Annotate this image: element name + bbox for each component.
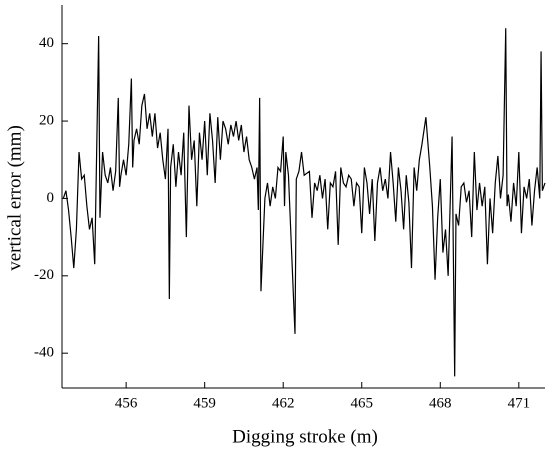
y-tick-label: 40 — [39, 35, 54, 51]
y-axis-label: vertical error (mm) — [4, 125, 25, 271]
x-tick-label: 462 — [272, 395, 295, 411]
x-tick-label: 465 — [350, 395, 373, 411]
y-tick-label: 0 — [47, 190, 55, 206]
x-tick-label: 459 — [193, 395, 216, 411]
data-line — [62, 28, 546, 377]
x-tick-label: 456 — [115, 395, 138, 411]
y-tick-label: -40 — [34, 345, 54, 361]
y-tick-label: -20 — [34, 267, 54, 283]
x-tick-label: 471 — [508, 395, 531, 411]
y-tick-label: 20 — [39, 112, 54, 128]
x-tick-label: 468 — [429, 395, 452, 411]
x-axis-label: Digging stroke (m) — [232, 426, 378, 447]
